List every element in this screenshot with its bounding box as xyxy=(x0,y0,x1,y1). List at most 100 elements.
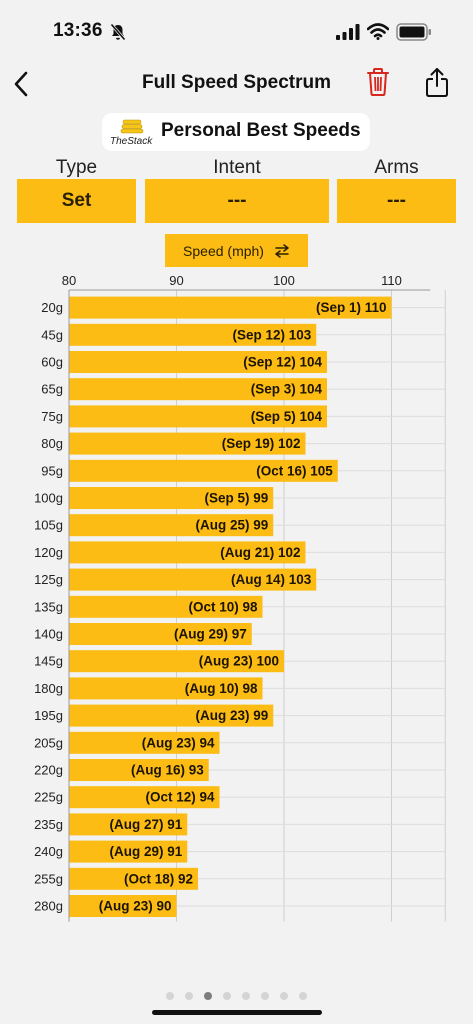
y-category-label: 220g xyxy=(34,763,63,778)
y-category-label: 205g xyxy=(34,735,63,750)
bar xyxy=(69,405,327,428)
bar xyxy=(69,459,338,482)
arms-filter-button[interactable]: --- xyxy=(337,179,456,223)
y-category-label: 105g xyxy=(34,518,63,533)
home-indicator xyxy=(152,1010,322,1015)
bar-data-label: (Aug 23) 90 xyxy=(99,899,172,914)
y-category-label: 120g xyxy=(34,545,63,560)
bar xyxy=(69,759,209,781)
y-category-label: 255g xyxy=(34,871,63,886)
bar xyxy=(69,895,177,917)
bar xyxy=(69,840,188,863)
bar xyxy=(69,677,263,700)
bar xyxy=(69,568,317,591)
bar xyxy=(69,514,274,537)
filter-label-arms: Arms xyxy=(374,157,419,178)
x-tick-label: 100 xyxy=(273,273,295,288)
y-category-label: 60g xyxy=(41,355,63,370)
bar-data-label: (Aug 29) 97 xyxy=(174,627,247,642)
bar-data-label: (Oct 12) 94 xyxy=(145,790,215,805)
page-dot[interactable] xyxy=(242,992,250,1000)
bar-data-label: (Aug 23) 100 xyxy=(199,654,279,669)
y-category-label: 75g xyxy=(41,409,63,424)
y-category-label: 145g xyxy=(34,654,63,669)
bar xyxy=(69,351,327,373)
y-category-label: 225g xyxy=(34,790,63,805)
y-category-label: 195g xyxy=(34,708,63,723)
bell-muted-icon xyxy=(110,23,126,41)
logo-wordmark: TheStack xyxy=(110,136,153,147)
thestack-logo-icon xyxy=(120,119,144,134)
speed-unit-toggle-button[interactable]: Speed (mph) xyxy=(165,234,308,267)
share-icon[interactable] xyxy=(424,67,450,98)
type-filter-button[interactable]: Set xyxy=(17,179,136,223)
y-category-label: 65g xyxy=(41,382,63,397)
intent-filter-button[interactable]: --- xyxy=(145,179,329,223)
bar xyxy=(69,323,317,346)
cellular-signal-icon xyxy=(336,24,360,40)
speed-toggle-label: Speed (mph) xyxy=(183,242,264,259)
page-dot[interactable] xyxy=(204,992,212,1000)
y-category-label: 135g xyxy=(34,599,63,614)
bar-data-label: (Aug 10) 98 xyxy=(185,681,258,696)
filter-label-type: Type xyxy=(55,157,98,178)
card-title: Personal Best Speeds xyxy=(161,120,361,141)
bar xyxy=(69,731,220,754)
y-category-label: 20g xyxy=(41,300,63,315)
x-tick-label: 110 xyxy=(381,273,402,288)
page-dot[interactable] xyxy=(166,992,174,1000)
y-category-label: 95g xyxy=(41,463,63,478)
y-category-label: 80g xyxy=(41,436,63,451)
bar-data-label: (Sep 12) 103 xyxy=(232,327,311,342)
y-category-label: 280g xyxy=(34,899,63,914)
bar xyxy=(69,541,306,564)
bar xyxy=(69,296,392,319)
page-title: Full Speed Spectrum xyxy=(142,72,331,93)
bar xyxy=(69,378,327,401)
bar-data-label: (Aug 14) 103 xyxy=(231,572,312,587)
bar xyxy=(69,704,274,727)
bar-data-label: (Oct 18) 92 xyxy=(124,871,193,886)
bar-data-label: (Aug 29) 91 xyxy=(109,844,182,859)
bar-data-label: (Oct 16) 105 xyxy=(256,463,333,478)
bar-data-label: (Aug 27) 91 xyxy=(109,817,182,832)
bar-data-label: (Oct 10) 98 xyxy=(188,599,258,614)
x-tick-label: 90 xyxy=(169,273,183,288)
battery-icon xyxy=(396,23,431,41)
bar xyxy=(69,786,220,809)
bar xyxy=(69,867,198,890)
page-dot[interactable] xyxy=(261,992,269,1000)
bar-data-label: (Sep 1) 110 xyxy=(316,300,387,315)
bar-data-label: (Sep 3) 104 xyxy=(251,382,323,397)
y-category-label: 125g xyxy=(34,572,63,587)
y-category-label: 180g xyxy=(34,681,63,696)
swap-arrows-icon xyxy=(275,243,289,258)
back-chevron-icon[interactable] xyxy=(10,70,34,98)
personal-best-header-card xyxy=(102,113,370,151)
bar xyxy=(69,487,274,509)
bar-data-label: (Sep 5) 99 xyxy=(204,491,268,506)
trash-icon[interactable] xyxy=(365,67,391,97)
bar-data-label: (Aug 21) 102 xyxy=(220,545,300,560)
bar xyxy=(69,650,284,673)
status-time: 13:36 xyxy=(53,20,103,41)
bar-data-label: (Aug 16) 93 xyxy=(131,763,204,778)
y-category-label: 140g xyxy=(34,627,63,642)
page-indicator[interactable] xyxy=(0,992,473,1000)
filter-label-intent: Intent xyxy=(213,157,261,178)
bar xyxy=(69,813,188,836)
bar xyxy=(69,595,263,618)
y-category-label: 45g xyxy=(41,327,63,342)
bar xyxy=(69,623,252,645)
page-dot[interactable] xyxy=(280,992,288,1000)
y-category-label: 240g xyxy=(34,844,63,859)
x-tick-label: 80 xyxy=(62,273,76,288)
page-dot[interactable] xyxy=(299,992,307,1000)
page-dot[interactable] xyxy=(223,992,231,1000)
wifi-icon xyxy=(367,23,389,40)
speed-bar-chart: 80 90 100 110 20g (Sep 1) 110 45g (Sep 12) 103 6… xyxy=(34,273,446,922)
bar-data-label: (Sep 19) 102 xyxy=(222,436,301,451)
bar-data-label: (Aug 23) 94 xyxy=(142,735,215,750)
page-dot[interactable] xyxy=(185,992,193,1000)
y-category-label: 235g xyxy=(34,817,63,832)
